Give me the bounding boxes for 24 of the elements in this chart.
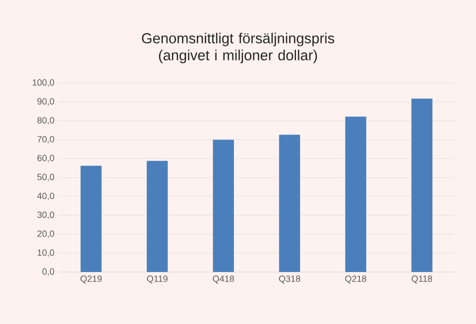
x-tick-label: Q118: [412, 276, 432, 284]
bar: [146, 160, 168, 272]
x-tick-label: Q119: [147, 276, 168, 284]
y-tick-label: 30,0: [37, 212, 54, 219]
bar: [279, 134, 300, 272]
y-tick-label: 90,0: [37, 98, 54, 106]
x-tick-label: Q218: [345, 276, 366, 284]
y-tick-label: 20,0: [37, 230, 54, 238]
y-tick-label: 10,0: [38, 249, 54, 257]
bar: [212, 140, 234, 272]
y-tick-label: 0,0: [42, 268, 54, 276]
y-tick-label: 50,0: [37, 174, 54, 182]
chart-title: Genomsnittligt försäljningspris (angivet i miljoner dollar): [142, 32, 334, 64]
x-tick-label: Q318: [279, 276, 300, 284]
y-tick-label: 80,0: [37, 117, 54, 124]
y-tick-label: 40,0: [37, 192, 54, 200]
bar: [80, 166, 102, 272]
x-tick-label: Q418: [212, 276, 234, 284]
y-tick-label: 100,0: [32, 79, 54, 87]
y-tick-label: 70,0: [37, 136, 54, 144]
x-tick-label: Q219: [80, 276, 102, 284]
bar: [345, 116, 366, 272]
y-tick-label: 60,0: [37, 154, 54, 162]
bar: [411, 98, 432, 272]
